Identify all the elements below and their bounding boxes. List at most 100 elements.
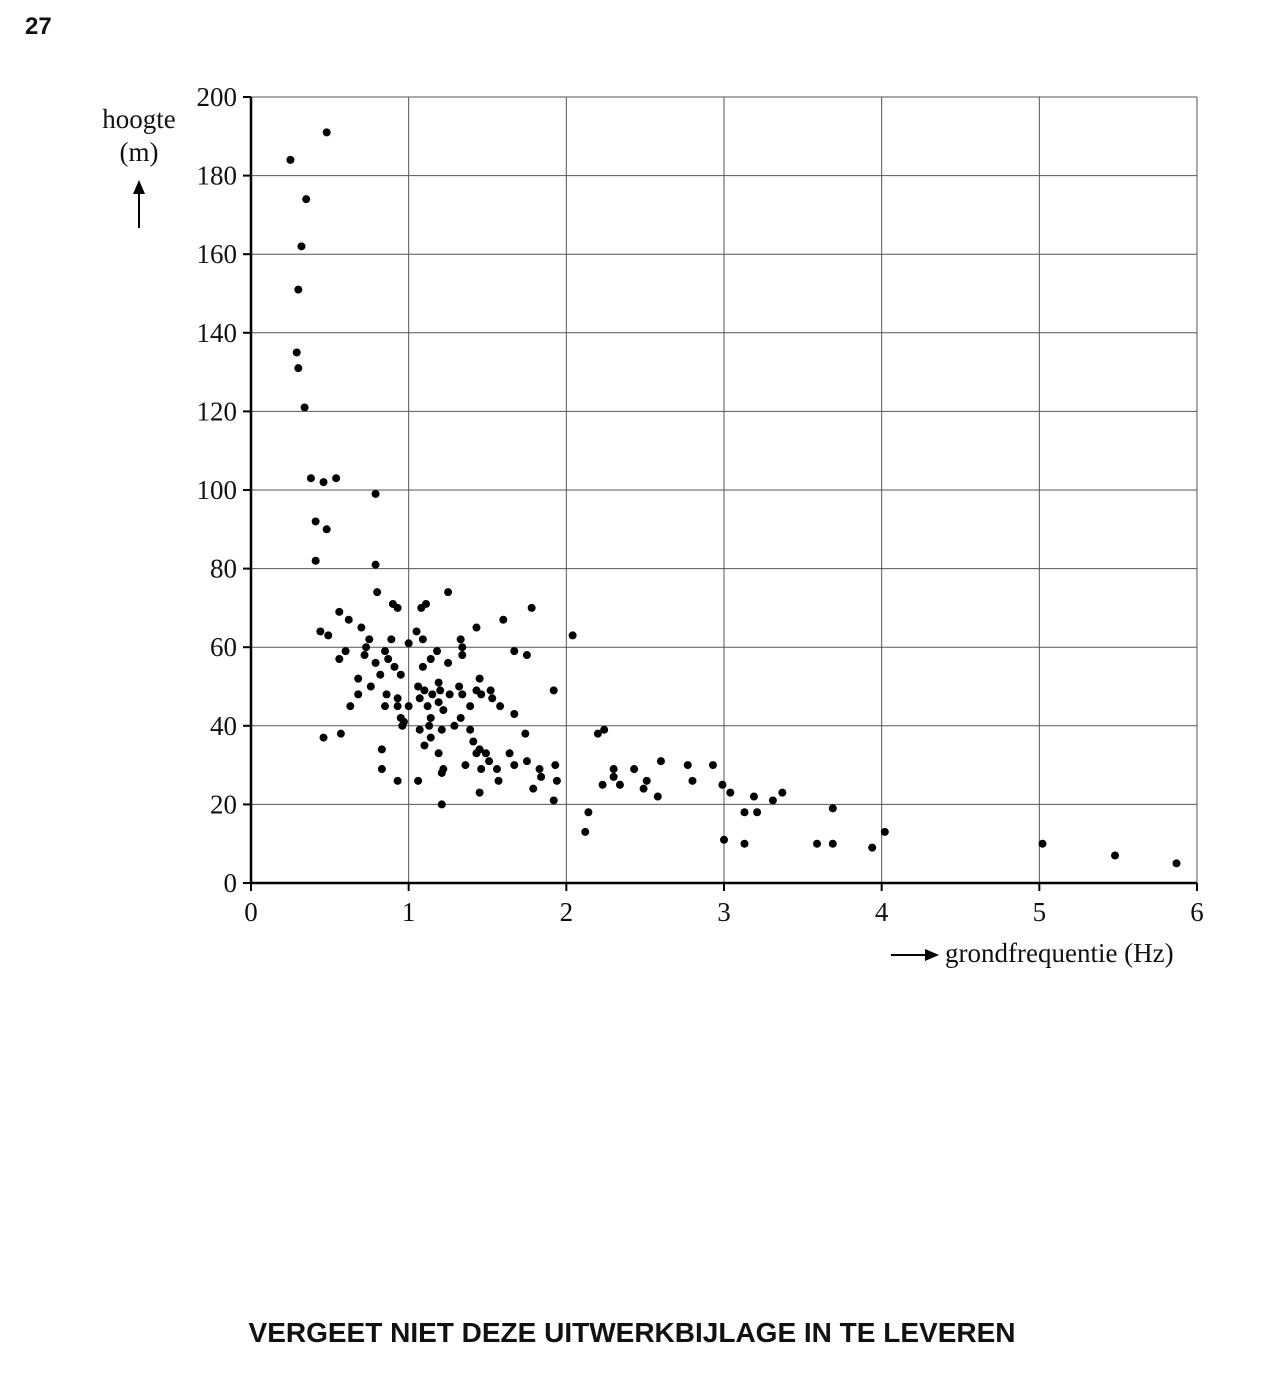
point [393, 702, 402, 711]
point [1038, 839, 1047, 848]
point [319, 478, 328, 487]
point [414, 682, 423, 691]
x-arrow [891, 949, 939, 961]
point [492, 765, 501, 774]
point [740, 808, 749, 817]
point [481, 749, 490, 758]
point [521, 729, 530, 738]
point [322, 525, 331, 534]
point [740, 839, 749, 848]
point [1172, 859, 1181, 868]
point [366, 682, 375, 691]
point [286, 155, 295, 164]
point [552, 776, 561, 785]
point [828, 804, 837, 813]
point [537, 772, 546, 781]
point [426, 713, 435, 722]
point [437, 768, 446, 777]
point [469, 737, 478, 746]
point [535, 765, 544, 774]
point [458, 643, 467, 652]
point [382, 690, 391, 699]
point [510, 761, 519, 770]
point [335, 654, 344, 663]
point [387, 635, 396, 644]
point [362, 643, 371, 652]
point [581, 827, 590, 836]
point [549, 686, 558, 695]
point [496, 702, 505, 711]
point [319, 733, 328, 742]
point [357, 623, 366, 632]
x-tick-label: 3 [717, 897, 731, 927]
point [609, 765, 618, 774]
point [437, 725, 446, 734]
point [311, 517, 320, 526]
point [880, 827, 889, 836]
x-tick-label: 5 [1033, 897, 1047, 927]
point [485, 757, 494, 766]
point [551, 761, 560, 770]
point [472, 749, 481, 758]
point [529, 784, 538, 793]
point [1111, 851, 1120, 860]
point [420, 741, 429, 750]
point [393, 694, 402, 703]
point [718, 780, 727, 789]
point [297, 242, 306, 251]
point [456, 635, 465, 644]
point [450, 721, 459, 730]
point [522, 651, 531, 660]
point [683, 761, 692, 770]
point [404, 639, 413, 648]
point [642, 776, 651, 785]
point [396, 670, 405, 679]
point [346, 702, 355, 711]
point [302, 195, 311, 204]
point [415, 694, 424, 703]
point [499, 615, 508, 624]
footer: VERGEET NIET DEZE UITWERKBIJLAGE IN TE L… [249, 1317, 1016, 1348]
point [688, 776, 697, 785]
point [316, 627, 325, 636]
point [510, 710, 519, 719]
y-label: hoogte [102, 104, 176, 134]
point [433, 647, 442, 656]
point [488, 694, 497, 703]
point [868, 843, 877, 852]
point [425, 721, 434, 730]
point [828, 839, 837, 848]
point [360, 651, 369, 660]
point [336, 729, 345, 738]
point [456, 713, 465, 722]
point [656, 757, 665, 766]
point [404, 702, 413, 711]
point [371, 560, 380, 569]
point [609, 772, 618, 781]
point [630, 765, 639, 774]
point [420, 686, 429, 695]
point [475, 788, 484, 797]
point [486, 686, 495, 695]
point [444, 658, 453, 667]
point [426, 654, 435, 663]
point [653, 792, 662, 801]
point [768, 796, 777, 805]
point [426, 733, 435, 742]
point [322, 128, 331, 137]
y-tick-label: 140 [197, 318, 238, 348]
point [398, 721, 407, 730]
point [423, 702, 432, 711]
point [393, 776, 402, 785]
point [341, 647, 350, 656]
point [639, 784, 648, 793]
point [458, 690, 467, 699]
point [311, 556, 320, 565]
point [373, 588, 382, 597]
point [414, 776, 423, 785]
point [720, 835, 728, 844]
y-tick-label: 20 [210, 789, 237, 819]
point [522, 757, 531, 766]
